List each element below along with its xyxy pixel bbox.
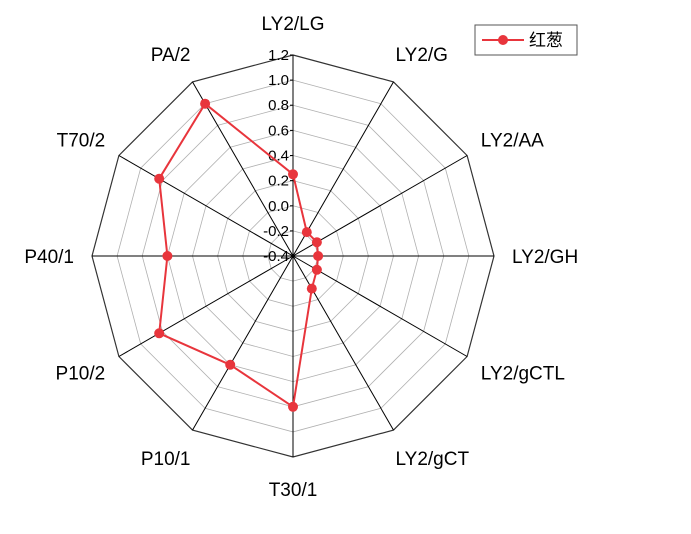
- category-label: LY2/gCT: [396, 449, 470, 470]
- legend: 红葱: [474, 24, 578, 56]
- tick-label: -0.4: [263, 248, 289, 265]
- data-point: [311, 264, 322, 275]
- tick-label: 0.2: [268, 173, 289, 190]
- category-label: LY2/G: [396, 45, 448, 66]
- axis-spoke: [192, 255, 294, 431]
- category-label: P10/2: [56, 364, 106, 385]
- axis-spoke: [292, 255, 468, 357]
- legend-series-label: 红葱: [529, 31, 563, 51]
- tick-label: 0.6: [268, 122, 289, 139]
- data-point: [200, 98, 211, 109]
- category-label: T70/2: [57, 131, 106, 152]
- category-label: P40/1: [24, 247, 74, 268]
- axis-spoke: [292, 81, 394, 257]
- data-point: [288, 401, 298, 412]
- category-label: LY2/GH: [512, 247, 578, 268]
- data-point: [301, 227, 312, 238]
- axes-layer: [92, 55, 494, 457]
- axis-spoke: [192, 81, 294, 257]
- data-point: [154, 328, 165, 339]
- data-point: [154, 173, 165, 184]
- data-point: [311, 237, 322, 248]
- legend-series-marker: [498, 35, 508, 45]
- ticks-layer: -0.4 -0.2 0.0 0.2 0.4 0.6 0.8 1.0 1.2: [263, 47, 293, 265]
- tick-label: 0.4: [268, 148, 289, 165]
- axis-spoke: [118, 155, 294, 257]
- tick-label: 0.8: [268, 97, 289, 114]
- axis-spoke: [292, 155, 468, 257]
- axis-spoke: [292, 255, 394, 431]
- data-point: [225, 359, 236, 370]
- data-point: [313, 251, 324, 261]
- data-point: [288, 169, 298, 180]
- category-label: LY2/gCTL: [481, 364, 565, 385]
- data-point: [306, 283, 317, 294]
- data-point: [162, 251, 173, 261]
- category-label: P10/1: [141, 449, 191, 470]
- axis-spoke: [118, 255, 294, 357]
- series-layer: [154, 98, 324, 412]
- tick-label: 1.0: [268, 72, 289, 89]
- tick-label: 1.2: [268, 47, 289, 64]
- category-label: PA/2: [151, 45, 191, 66]
- labels-layer: LY2/LG LY2/G LY2/AA LY2/GH LY2/gCTL LY2/gCT T3…: [24, 14, 578, 501]
- tick-label: 0.0: [268, 198, 289, 215]
- category-label: LY2/LG: [261, 14, 324, 35]
- category-label: LY2/AA: [481, 131, 544, 152]
- tick-label: -0.2: [263, 223, 289, 240]
- category-label: T30/1: [269, 480, 318, 501]
